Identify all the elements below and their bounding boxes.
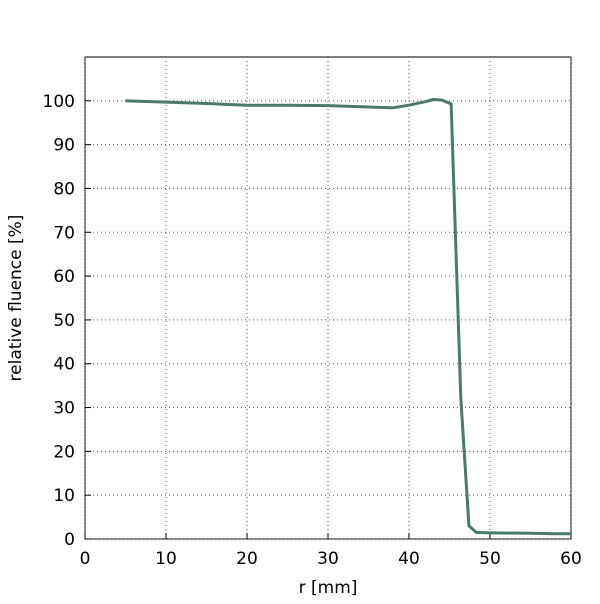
y-tick-label: 90 <box>53 136 75 156</box>
x-tick-label: 60 <box>560 549 582 569</box>
x-tick-label: 20 <box>236 549 258 569</box>
x-tick-label: 50 <box>479 549 501 569</box>
y-tick-label: 10 <box>53 486 75 506</box>
x-tick-label: 30 <box>317 549 339 569</box>
y-tick-label: 70 <box>53 223 75 243</box>
x-tick-label: 40 <box>398 549 420 569</box>
y-axis-label: relative fluence [%] <box>6 215 26 382</box>
x-tick-label: 0 <box>80 549 91 569</box>
x-tick-label: 10 <box>155 549 177 569</box>
y-tick-label: 50 <box>53 311 75 331</box>
y-tick-label: 30 <box>53 399 75 419</box>
y-tick-label: 80 <box>53 179 75 199</box>
x-axis-label: r [mm] <box>299 578 358 598</box>
y-tick-label: 20 <box>53 442 75 462</box>
y-tick-label: 100 <box>43 92 75 112</box>
y-tick-label: 40 <box>53 355 75 375</box>
data-line <box>125 98 571 536</box>
y-tick-label: 60 <box>53 267 75 287</box>
y-tick-label: 0 <box>64 530 75 550</box>
